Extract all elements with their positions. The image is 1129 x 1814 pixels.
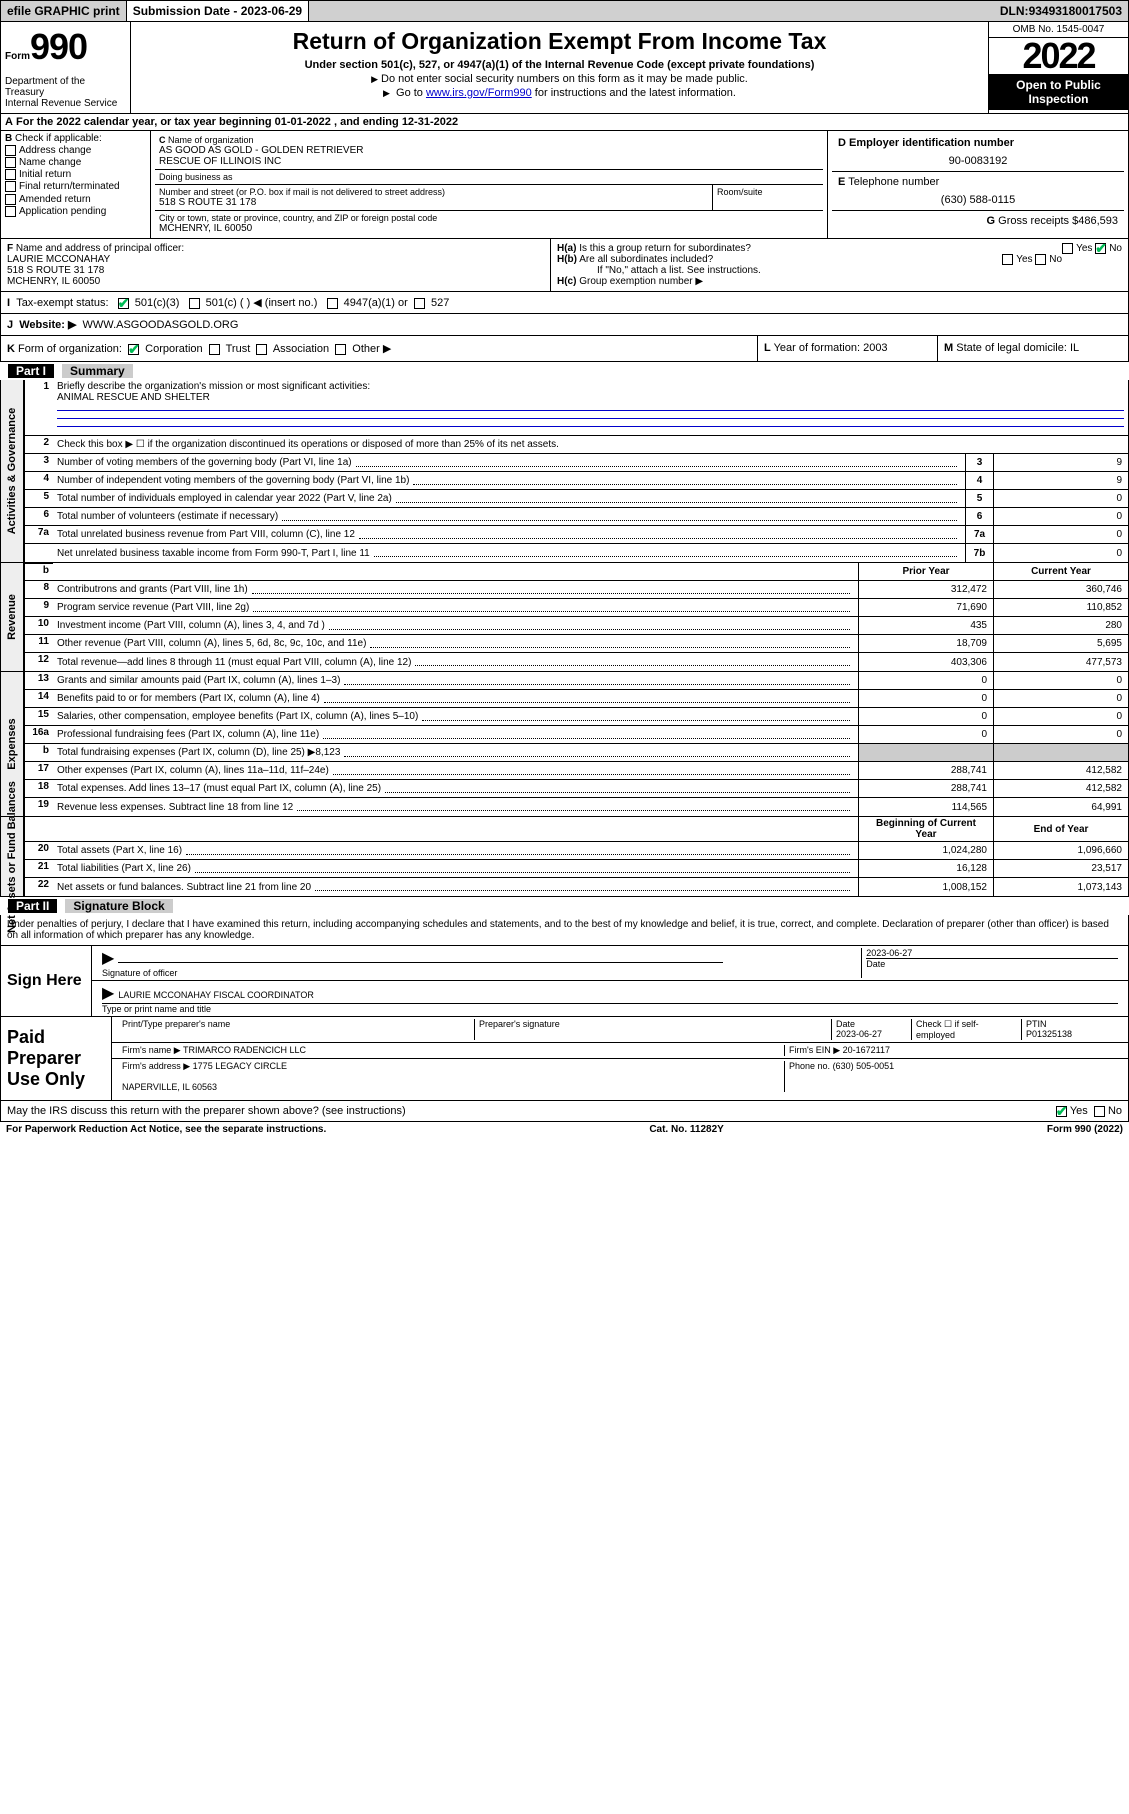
ptin: P01325138 <box>1026 1029 1072 1039</box>
summary-row: 6 Total number of volunteers (estimate i… <box>25 508 1128 526</box>
summary-row: 16a Professional fundraising fees (Part … <box>25 726 1128 744</box>
part2-header: Part II Signature Block <box>0 897 1129 915</box>
form-subtitle: Under section 501(c), 527, or 4947(a)(1)… <box>139 59 980 71</box>
tax-year: 2022 <box>989 38 1128 74</box>
summary-row: 18 Total expenses. Add lines 13–17 (must… <box>25 780 1128 798</box>
summary-row: 4 Number of independent voting members o… <box>25 472 1128 490</box>
summary-row: 21 Total liabilities (Part X, line 26) 1… <box>25 860 1128 878</box>
officer-name: LAURIE MCCONAHAY <box>7 254 110 265</box>
declaration: Under penalties of perjury, I declare th… <box>0 915 1129 946</box>
paid-preparer-block: Paid Preparer Use Only Print/Type prepar… <box>0 1017 1129 1101</box>
inspection-badge: Open to Public Inspection <box>989 74 1128 110</box>
officer-sig-name: LAURIE MCCONAHAY FISCAL COORDINATOR <box>118 990 314 1000</box>
org-address: 518 S ROUTE 31 178 <box>159 197 708 208</box>
summary-row: 12 Total revenue—add lines 8 through 11 … <box>25 653 1128 671</box>
status-website-block: I Tax-exempt status: 501(c)(3) 501(c) ( … <box>0 292 1129 336</box>
letter-a: A <box>5 116 13 128</box>
form-id-block: Form990 Department of the Treasury Inter… <box>1 22 131 113</box>
form-title-block: Return of Organization Exempt From Incom… <box>131 22 988 113</box>
summary-row: 8 Contributrons and grants (Part VIII, l… <box>25 581 1128 599</box>
form-header: Form990 Department of the Treasury Inter… <box>0 22 1129 114</box>
summary-row: 19 Revenue less expenses. Subtract line … <box>25 798 1128 816</box>
firm-ein: 20-1672117 <box>843 1045 890 1055</box>
box-c: C Name of organization AS GOOD AS GOLD -… <box>151 131 828 238</box>
org-city: MCHENRY, IL 60050 <box>159 223 819 234</box>
summary-netassets: Net Assets or Fund Balances Beginning of… <box>0 817 1129 897</box>
summary-row: 13 Grants and similar amounts paid (Part… <box>25 672 1128 690</box>
discuss-row: May the IRS discuss this return with the… <box>0 1101 1129 1122</box>
form-word: Form <box>5 51 30 62</box>
klm-block: K Form of organization: Corporation Trus… <box>0 336 1129 362</box>
box-deg: D Employer identification number 90-0083… <box>828 131 1128 238</box>
note-ssn: Do not enter social security numbers on … <box>139 73 980 85</box>
sign-here-block: Sign Here Signature of officer 2023-06-2… <box>0 946 1129 1017</box>
summary-row: 22 Net assets or fund balances. Subtract… <box>25 878 1128 896</box>
summary-row: 3 Number of voting members of the govern… <box>25 454 1128 472</box>
irs-link[interactable]: www.irs.gov/Form990 <box>426 87 532 99</box>
year-block: OMB No. 1545-0047 2022 Open to Public In… <box>988 22 1128 113</box>
firm-name: TRIMARCO RADENCICH LLC <box>183 1045 306 1055</box>
summary-row: b Total fundraising expenses (Part IX, c… <box>25 744 1128 762</box>
gross-receipts: 486,593 <box>1078 215 1118 227</box>
summary-row: 15 Salaries, other compensation, employe… <box>25 708 1128 726</box>
page-footer: For Paperwork Reduction Act Notice, see … <box>0 1122 1129 1137</box>
form-number: 990 <box>30 26 87 67</box>
firm-phone: (630) 505-0051 <box>833 1061 895 1071</box>
summary-row: 10 Investment income (Part VIII, column … <box>25 617 1128 635</box>
form-title: Return of Organization Exempt From Incom… <box>139 28 980 55</box>
phone: (630) 588-0115 <box>838 194 1118 206</box>
dept-label: Department of the Treasury Internal Reve… <box>5 76 126 109</box>
topbar: efile GRAPHIC print Submission Date - 20… <box>0 0 1129 22</box>
summary-governance: Activities & Governance 1 Briefly descri… <box>0 380 1129 563</box>
summary-row: 14 Benefits paid to or for members (Part… <box>25 690 1128 708</box>
box-f: F Name and address of principal officer:… <box>1 239 551 291</box>
dln: DLN: 93493180017503 <box>994 1 1128 21</box>
mission: ANIMAL RESCUE AND SHELTER <box>57 392 210 403</box>
summary-row: 9 Program service revenue (Part VIII, li… <box>25 599 1128 617</box>
summary-row: 17 Other expenses (Part IX, column (A), … <box>25 762 1128 780</box>
domicile: IL <box>1070 342 1079 354</box>
note-link: Go to www.irs.gov/Form990 for instructio… <box>139 87 980 99</box>
year-formed: 2003 <box>863 342 887 354</box>
officer-group-block: F Name and address of principal officer:… <box>0 239 1129 292</box>
entity-block: B Check if applicable: Address change Na… <box>0 131 1129 239</box>
box-h: H(a) Is this a group return for subordin… <box>551 239 1128 291</box>
org-name: AS GOOD AS GOLD - GOLDEN RETRIEVER RESCU… <box>159 145 819 167</box>
summary-row: 7a Total unrelated business revenue from… <box>25 526 1128 544</box>
summary-expenses: Expenses 13 Grants and similar amounts p… <box>0 672 1129 817</box>
summary-colhdr: Revenue b Prior Year Current Year 8 Cont… <box>0 563 1129 672</box>
summary-row: 11 Other revenue (Part VIII, column (A),… <box>25 635 1128 653</box>
box-b: B Check if applicable: Address change Na… <box>1 131 151 238</box>
website: WWW.ASGOODASGOLD.ORG <box>83 319 239 331</box>
period-row: A For the 2022 calendar year, or tax yea… <box>0 114 1129 131</box>
summary-row: Net unrelated business taxable income fr… <box>25 544 1128 562</box>
ein: 90-0083192 <box>838 155 1118 167</box>
summary-row: 20 Total assets (Part X, line 16) 1,024,… <box>25 842 1128 860</box>
submission-date: Submission Date - 2023-06-29 <box>127 1 309 21</box>
summary-row: 5 Total number of individuals employed i… <box>25 490 1128 508</box>
part1-header: Part I Summary <box>0 362 1129 380</box>
efile-label: efile GRAPHIC print <box>1 1 127 21</box>
